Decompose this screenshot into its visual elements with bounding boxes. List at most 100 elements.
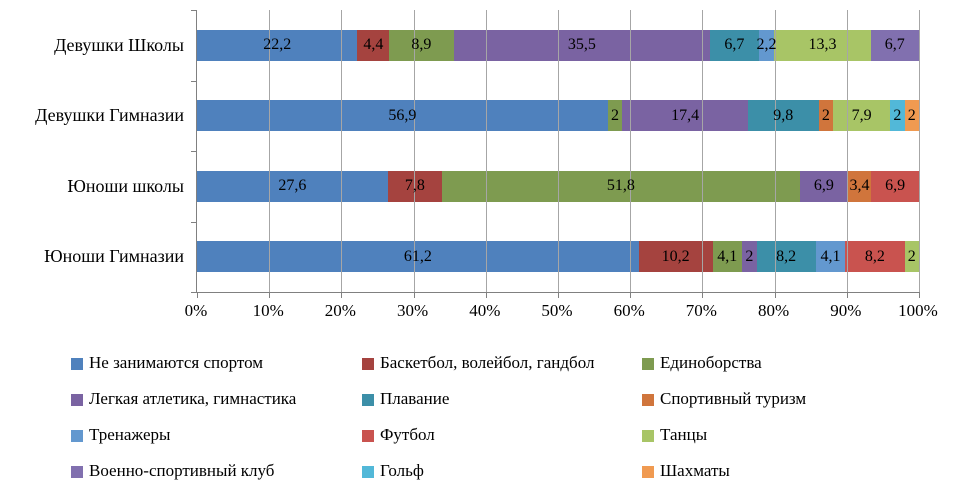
bar: 56,9 2 17,4 9,8 2 7,9 2 2 [197, 100, 919, 132]
x-axis-tick [630, 292, 632, 298]
bar-segment-label: 2 [907, 247, 916, 265]
bar-segment-label: 10,2 [661, 247, 690, 265]
gridline [702, 10, 704, 292]
legend-item: Шахматы [642, 461, 806, 481]
legend-swatch-icon [362, 393, 374, 406]
bar-segment-label: 9,8 [773, 106, 794, 124]
bar-segment-label: 6,9 [885, 177, 906, 195]
bar-segment: 35,5 [453, 29, 711, 61]
bar-segment-label: 13,3 [808, 36, 837, 54]
bar-segment: 13,3 [774, 29, 871, 61]
y-axis-category-label: Юноши Гимназии [44, 246, 184, 267]
bar-segment: 3,4 [847, 170, 872, 202]
x-axis-tick [774, 292, 776, 298]
gridline [341, 10, 343, 292]
bar-segment-label: 2 [907, 106, 916, 124]
x-axis-tick-label: 40% [469, 301, 501, 320]
x-axis-tick-label: 90% [830, 301, 862, 320]
x-axis-tick-label: 0% [184, 301, 208, 320]
x-axis-tick [485, 292, 487, 298]
legend-swatch-icon [362, 357, 374, 370]
legend-swatch-icon [71, 429, 83, 442]
legend-item-label: Плавание [380, 389, 450, 408]
plot-area: 22,2 4,4 8,9 35,5 6,7 2,2 13,3 6,7 56,9 2 17,4 9,8 2… [191, 10, 920, 298]
legend-item-label: Тренажеры [89, 425, 171, 444]
bar-segment: 8,2 [756, 241, 816, 273]
bar-segment: 8,2 [845, 241, 905, 273]
x-axis-tick-label: 70% [685, 301, 717, 320]
x-axis-tick [341, 292, 343, 298]
bar-segment: 4,1 [815, 241, 846, 273]
bar-segment: 2,2 [756, 29, 776, 61]
y-axis-tick [191, 10, 197, 11]
x-axis-labels: 0% 10% 20% 30% 40% 50% 60% 70% 80% 90% 100% [185, 301, 938, 323]
bar-segment-label: 56,9 [388, 106, 417, 124]
legend-item: Не занимаются спортом [71, 353, 362, 373]
bar-segment-label: 61,2 [403, 247, 432, 265]
legend-swatch-icon [642, 429, 654, 442]
legend-swatch-icon [71, 357, 83, 370]
y-axis-category-label: Девушки Гимназии [35, 105, 184, 126]
x-axis-tick-label: 80% [758, 301, 790, 320]
legend-item-label: Шахматы [660, 461, 730, 480]
legend-item: Спортивный туризм [642, 389, 806, 409]
bar-segment: 2 [607, 100, 623, 132]
bar-segment: 2 [904, 241, 919, 273]
bar-segment-label: 6,7 [884, 36, 905, 54]
bar-segment: 7,9 [833, 100, 891, 132]
bar-segment: 7,8 [387, 170, 442, 202]
bar-segment-label: 22,2 [263, 36, 292, 54]
legend-swatch-icon [642, 465, 654, 478]
bar-segment: 4,4 [357, 29, 390, 61]
legend-item: Гольф [362, 461, 642, 481]
legend-item-label: Баскетбол, волейбол, гандбол [380, 353, 595, 372]
bar-segment: 6,7 [870, 29, 919, 61]
legend-swatch-icon [362, 465, 374, 478]
gridline [919, 10, 920, 292]
bar-segment-label: 6,7 [724, 36, 745, 54]
y-axis-category-label: Девушки Школы [54, 34, 184, 55]
x-axis-tick-label: 60% [613, 301, 645, 320]
bar-segment: 17,4 [622, 100, 748, 132]
legend-item: Футбол [362, 425, 642, 445]
gridline [774, 10, 776, 292]
legend-item: Баскетбол, волейбол, гандбол [362, 353, 642, 373]
bar-segment: 27,6 [197, 170, 388, 202]
bar-segment: 8,9 [389, 29, 454, 61]
legend-item: Плавание [362, 389, 642, 409]
y-axis-category-label: Юноши школы [67, 175, 184, 196]
y-axis-tick [191, 151, 197, 152]
legend-item: Легкая атлетика, гимнастика [71, 389, 362, 409]
bar-segment-label: 8,2 [776, 247, 797, 265]
bar-segment-label: 7,9 [851, 106, 872, 124]
legend-item-label: Спортивный туризм [660, 389, 807, 408]
bar-segment: 2 [904, 100, 919, 132]
bar: 22,2 4,4 8,9 35,5 6,7 2,2 13,3 6,7 [197, 29, 919, 61]
bar-row: 56,9 2 17,4 9,8 2 7,9 2 2 [197, 81, 919, 152]
y-axis-tick [191, 80, 197, 82]
legend-swatch-icon [71, 465, 83, 478]
gridline [630, 10, 632, 292]
gridline [558, 10, 559, 292]
legend-item: Тренажеры [71, 425, 362, 445]
legend-item: Танцы [642, 425, 806, 445]
x-axis-tick-label: 100% [898, 301, 938, 320]
legend-swatch-icon [71, 393, 83, 406]
bar-segment-label: 6,9 [813, 177, 834, 195]
bar-row: 27,6 7,8 51,8 6,9 3,4 6,9 [197, 151, 919, 222]
y-axis-tick [191, 221, 197, 223]
bar-segment-label: 3,4 [849, 177, 870, 195]
legend-item: Единоборства [642, 353, 806, 373]
x-axis-tick [919, 292, 920, 298]
bar-segment: 2 [742, 241, 757, 273]
bar: 27,6 7,8 51,8 6,9 3,4 6,9 [197, 170, 919, 202]
y-axis-tick [191, 292, 197, 293]
bar-segment: 51,8 [441, 170, 801, 202]
bar-segment-label: 7,8 [404, 177, 425, 195]
bar-segment-label: 35,5 [567, 36, 596, 54]
bar-segment: 6,9 [871, 170, 919, 202]
bar-segment-label: 2 [821, 106, 830, 124]
gridline [485, 10, 487, 292]
legend-item-label: Не занимаются спортом [89, 353, 264, 372]
